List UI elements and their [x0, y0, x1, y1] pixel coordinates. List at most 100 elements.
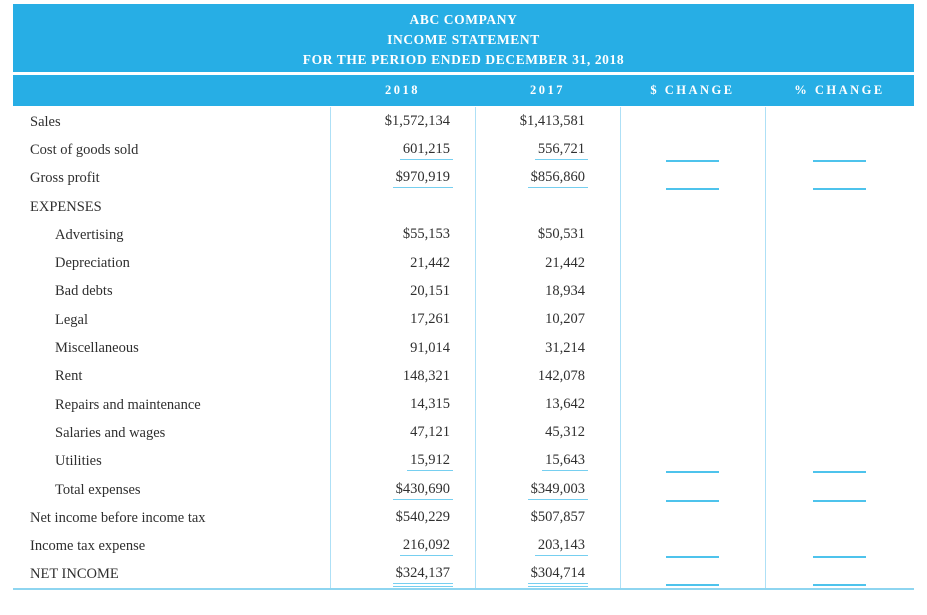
row-label: Miscellaneous: [55, 340, 139, 357]
value-2017-text: 203,143: [534, 537, 588, 557]
column-divider-2017-dollar-change: [620, 107, 621, 589]
table-row: Total expenses $430,690 $349,003: [13, 476, 914, 504]
value-2017: $1,413,581: [475, 113, 620, 131]
income-table-body: Sales $1,572,134 $1,413,581 Cost of goods s…: [13, 108, 914, 589]
value-2017: 31,214: [475, 340, 620, 358]
percent-change-cell: [765, 453, 914, 474]
column-divider-dollar-percent-change: [765, 107, 766, 589]
row-label: Advertising: [55, 226, 124, 243]
value-2018-text: 47,121: [410, 424, 450, 441]
value-2017: 13,642: [475, 396, 620, 414]
value-2018: 20,151: [330, 283, 475, 301]
value-2018-text: 17,261: [410, 311, 450, 328]
value-2017-text: $856,860: [527, 169, 588, 189]
value-2018-text: $55,153: [402, 226, 450, 243]
value-2017-text: 31,214: [545, 339, 585, 356]
percent-change-blank-line: [813, 471, 866, 474]
dollar-change-blank-line: [666, 584, 719, 587]
value-2018-text: 21,442: [410, 254, 450, 271]
value-2017: 15,643: [475, 452, 620, 472]
company-name: ABC COMPANY: [409, 12, 518, 27]
dollar-change-cell: [620, 170, 765, 191]
value-2018: 216,092: [330, 537, 475, 557]
percent-change-cell: [765, 142, 914, 162]
percent-change-blank-line: [813, 499, 866, 502]
row-label: Legal: [55, 311, 89, 328]
column-header-band: 2018 2017 $ CHANGE % CHANGE: [13, 75, 914, 106]
value-2017: 203,143: [475, 537, 620, 557]
value-2018: $324,137: [330, 565, 475, 588]
value-2017: 142,078: [475, 368, 620, 386]
statement-name: INCOME STATEMENT: [387, 32, 540, 47]
column-header-2018: 2018: [385, 83, 420, 97]
table-row: Utilities 15,912 15,643: [13, 448, 914, 476]
percent-change-blank-line: [813, 556, 866, 559]
value-2018: 21,442: [330, 255, 475, 273]
table-row: Advertising $55,153 $50,531: [13, 221, 914, 249]
row-label: Salaries and wages: [55, 424, 166, 441]
value-2018-text: 20,151: [410, 282, 450, 299]
row-label: Cost of goods sold: [30, 141, 139, 158]
value-2018: 601,215: [330, 141, 475, 160]
value-2018: 148,321: [330, 368, 475, 386]
value-2018-text: $324,137: [392, 565, 454, 588]
value-2018: $55,153: [330, 226, 475, 244]
value-2018: 91,014: [330, 340, 475, 358]
row-label: Sales: [30, 113, 61, 130]
table-row: Cost of goods sold 601,215 556,721: [13, 136, 914, 164]
value-2017: 21,442: [475, 255, 620, 273]
table-row: Net income before income tax $540,229 $507…: [13, 504, 914, 532]
table-row: Sales $1,572,134 $1,413,581: [13, 108, 914, 136]
value-2018: 14,315: [330, 396, 475, 414]
table-row: EXPENSES: [13, 193, 914, 221]
value-2017: $50,531: [475, 226, 620, 244]
table-row: Rent 148,321 142,078: [13, 363, 914, 391]
value-2018-text: $430,690: [392, 481, 453, 500]
percent-change-cell: [765, 170, 914, 191]
row-label: Rent: [55, 368, 83, 385]
percent-change-cell: [765, 566, 914, 587]
value-2018-text: $1,572,134: [384, 113, 450, 130]
value-2017: 18,934: [475, 283, 620, 301]
value-2017-text: 18,934: [545, 282, 585, 299]
value-2017: $349,003: [475, 481, 620, 500]
value-2018-text: 601,215: [399, 141, 453, 160]
dollar-change-blank-line: [666, 471, 719, 474]
column-header-dollar-change: $ CHANGE: [650, 83, 735, 97]
value-2018-text: 148,321: [402, 367, 450, 384]
dollar-change-blank-line: [666, 188, 719, 191]
value-2018-text: 91,014: [410, 339, 450, 356]
value-2017-text: $304,714: [527, 565, 589, 588]
value-2017: $507,857: [475, 509, 620, 527]
dollar-change-blank-line: [666, 159, 719, 162]
value-2018-text: 216,092: [399, 537, 453, 557]
row-label: Gross profit: [30, 170, 100, 187]
value-2017-text: 556,721: [534, 141, 588, 160]
percent-change-blank-line: [813, 584, 866, 587]
percent-change-blank-line: [813, 159, 866, 162]
column-divider-2018-2017: [475, 107, 476, 589]
table-row: Miscellaneous 91,014 31,214: [13, 334, 914, 362]
value-2017: $304,714: [475, 565, 620, 588]
row-label: Repairs and maintenance: [55, 396, 201, 413]
value-2017: $856,860: [475, 169, 620, 189]
dollar-change-cell: [620, 142, 765, 162]
row-label: Depreciation: [55, 255, 130, 272]
value-2017-text: $349,003: [527, 481, 588, 500]
value-2018: $540,229: [330, 509, 475, 527]
row-label: Utilities: [55, 453, 102, 470]
table-bottom-border: [13, 588, 914, 590]
table-row: Legal 17,261 10,207: [13, 306, 914, 334]
table-row: Repairs and maintenance 14,315 13,642: [13, 391, 914, 419]
value-2018: 17,261: [330, 311, 475, 329]
table-row: Income tax expense 216,092 203,143: [13, 532, 914, 560]
row-label: Income tax expense: [30, 538, 146, 555]
row-label: Net income before income tax: [30, 509, 206, 526]
row-label: Total expenses: [55, 481, 141, 498]
value-2017: 556,721: [475, 141, 620, 160]
statement-title-band: ABC COMPANY INCOME STATEMENT FOR THE PER…: [13, 4, 914, 72]
value-2017-text: $507,857: [530, 509, 585, 526]
column-header-2017: 2017: [530, 83, 565, 97]
value-2017-text: 10,207: [545, 311, 585, 328]
